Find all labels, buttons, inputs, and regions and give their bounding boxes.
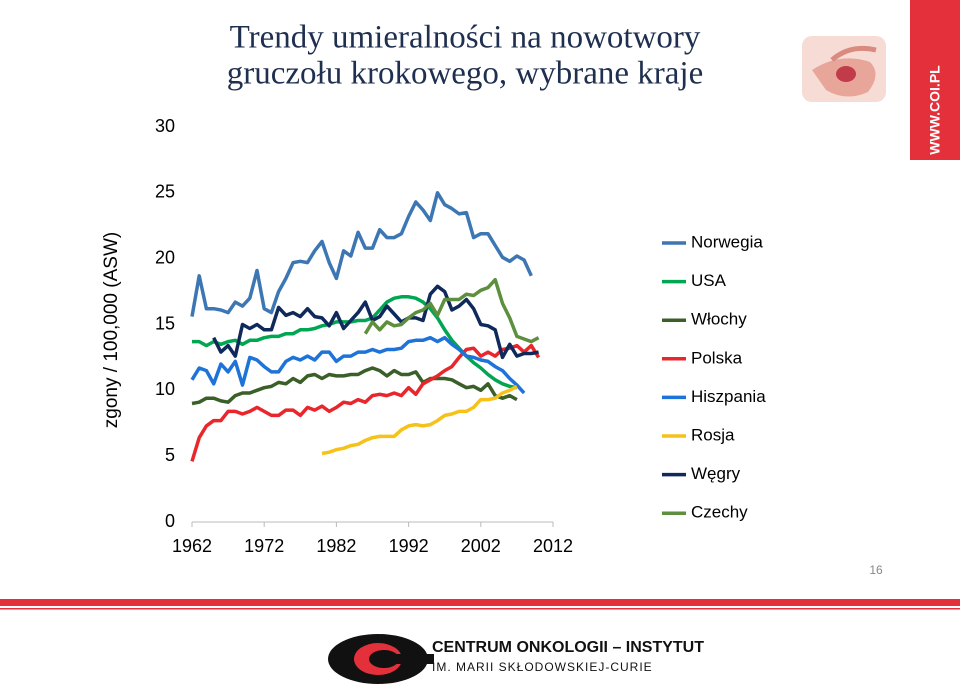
- legend-label: Węgry: [691, 464, 741, 483]
- footer-band: [0, 599, 960, 606]
- y-tick-label: 5: [165, 445, 175, 465]
- series-line: [363, 277, 540, 344]
- legend-label: Włochy: [691, 310, 747, 329]
- legend-label: Polska: [691, 348, 743, 367]
- chart-title: gruczołu krokowego, wybrane kraje: [227, 56, 704, 92]
- institute-subtitle: IM. MARII SKŁODOWSKIEJ-CURIE: [432, 660, 653, 674]
- x-tick-label: 2012: [533, 536, 573, 556]
- website: WWW.COI.PL: [927, 65, 943, 155]
- logo: [328, 634, 434, 684]
- y-tick-label: 20: [155, 247, 175, 267]
- series-line: [190, 191, 533, 317]
- organ-image: [802, 36, 886, 102]
- institute-name: CENTRUM ONKOLOGII – INSTYTUT: [432, 639, 704, 656]
- x-tick-label: 2002: [461, 536, 501, 556]
- series-line: [190, 343, 541, 462]
- x-tick-label: 1962: [172, 536, 212, 556]
- series-line: [321, 384, 518, 456]
- x-tick-label: 1972: [244, 536, 284, 556]
- chart-title: Trendy umieralności na nowotwory: [230, 20, 701, 56]
- series-line: [191, 366, 518, 406]
- page-number: 16: [869, 563, 883, 577]
- y-tick-label: 30: [155, 116, 175, 136]
- legend-label: Rosja: [691, 425, 735, 444]
- y-axis-label: zgony / 100,000 (ASW): [101, 232, 122, 428]
- series-line: [212, 284, 539, 360]
- legend-label: Czechy: [691, 503, 748, 522]
- legend-label: Hiszpania: [691, 387, 766, 406]
- legend-label: Norwegia: [691, 232, 763, 251]
- footer-line: [0, 608, 960, 610]
- y-tick-label: 10: [155, 379, 175, 399]
- y-tick-label: 15: [155, 313, 175, 333]
- y-tick-label: 25: [155, 182, 175, 202]
- x-tick-label: 1992: [389, 536, 429, 556]
- series-line: [190, 335, 526, 395]
- legend-label: USA: [691, 271, 727, 290]
- x-tick-label: 1982: [316, 536, 356, 556]
- site-band: [910, 0, 960, 160]
- y-tick-label: 0: [165, 511, 175, 531]
